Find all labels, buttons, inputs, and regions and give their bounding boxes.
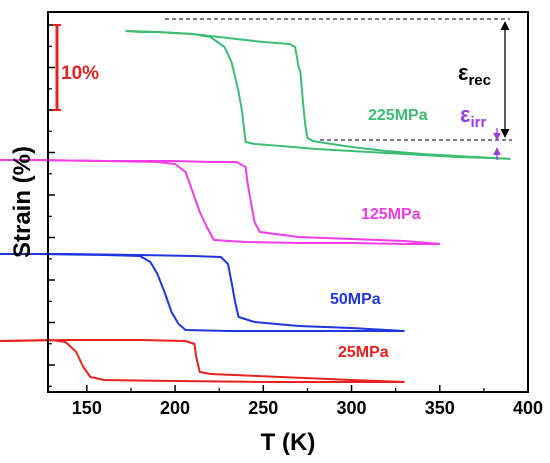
x-axis-title: T (K) — [261, 429, 316, 456]
series-125mpa-cooling-line — [0, 159, 440, 245]
series-label-25mpa: 25MPa — [338, 344, 389, 361]
x-tick-label-200: 200 — [160, 398, 190, 418]
series-50mpa-heating-line — [0, 253, 405, 332]
series-125mpa-heating-line — [0, 159, 440, 245]
series-225mpa-heating-line — [125, 30, 511, 160]
series-label-125mpa: 125MPa — [361, 206, 421, 223]
curves-group — [0, 30, 511, 383]
x-tick-label-350: 350 — [425, 398, 455, 418]
series-label-225mpa: 225MPa — [368, 107, 428, 124]
x-tick-label-150: 150 — [72, 398, 102, 418]
eps-irr-subscript: irr — [470, 114, 486, 131]
eps-irr-label: εirr — [460, 102, 486, 131]
eps-rec-subscript: rec — [468, 72, 491, 89]
series-25mpa-heating-line — [0, 339, 405, 383]
eps-rec-label: εrec — [458, 60, 491, 89]
ticks-group: 150 200 250 300 350 400 — [48, 24, 543, 418]
series-label-50mpa: 50MPa — [330, 291, 381, 308]
x-tick-label-400: 400 — [513, 398, 543, 418]
eps-rec-symbol: ε — [458, 60, 469, 85]
x-tick-label-300: 300 — [337, 398, 367, 418]
x-tick-label-250: 250 — [248, 398, 278, 418]
eps-irr-symbol: ε — [460, 102, 471, 127]
y-axis-title: Strain (%) — [9, 146, 36, 258]
scale-bar-label: 10% — [61, 63, 99, 84]
plot-frame — [47, 11, 529, 393]
series-225mpa-cooling-line — [125, 30, 511, 160]
